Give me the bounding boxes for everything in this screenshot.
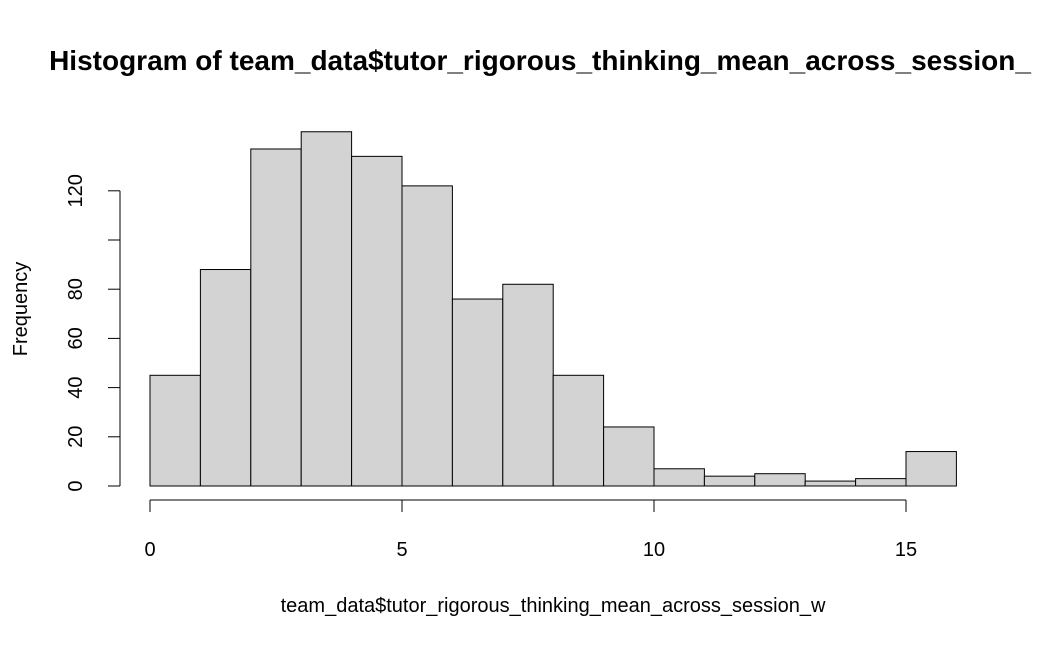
histogram-bar [905, 451, 957, 487]
bars-group [149, 131, 957, 487]
histogram-bar [250, 148, 302, 487]
histogram-bar [855, 478, 907, 487]
chart-title: Histogram of team_data$tutor_rigorous_th… [49, 45, 1031, 76]
x-axis: 0 5 10 15 [144, 499, 917, 561]
histogram-bar [703, 475, 756, 487]
y-axis-label: Frequency [10, 262, 32, 357]
histogram-bar [804, 480, 857, 487]
histogram-bar [300, 131, 353, 487]
y-tick-label: 20 [65, 426, 87, 448]
y-tick-label: 120 [65, 174, 87, 207]
y-tick-label: 80 [65, 278, 87, 300]
histogram-bar [552, 374, 605, 487]
x-tick-label: 10 [643, 539, 665, 561]
histogram-bar [401, 185, 453, 487]
y-axis: 0 20 40 60 80 120 [65, 174, 121, 492]
x-tick-label: 5 [396, 539, 407, 561]
y-tick-label: 0 [65, 480, 87, 491]
histogram-bar [653, 468, 705, 487]
y-tick-label: 60 [65, 327, 87, 349]
histogram-bar [502, 283, 554, 487]
x-axis-label: team_data$tutor_rigorous_thinking_mean_a… [281, 595, 826, 617]
x-tick-label: 15 [895, 539, 917, 561]
y-tick-label: 40 [65, 376, 87, 398]
histogram-bar [199, 269, 252, 487]
histogram-bar [149, 374, 201, 487]
histogram-bar [451, 298, 504, 487]
histogram-bar [351, 155, 403, 487]
histogram-bar [754, 473, 806, 487]
histogram-bar [603, 426, 655, 487]
x-tick-label: 0 [144, 539, 155, 561]
